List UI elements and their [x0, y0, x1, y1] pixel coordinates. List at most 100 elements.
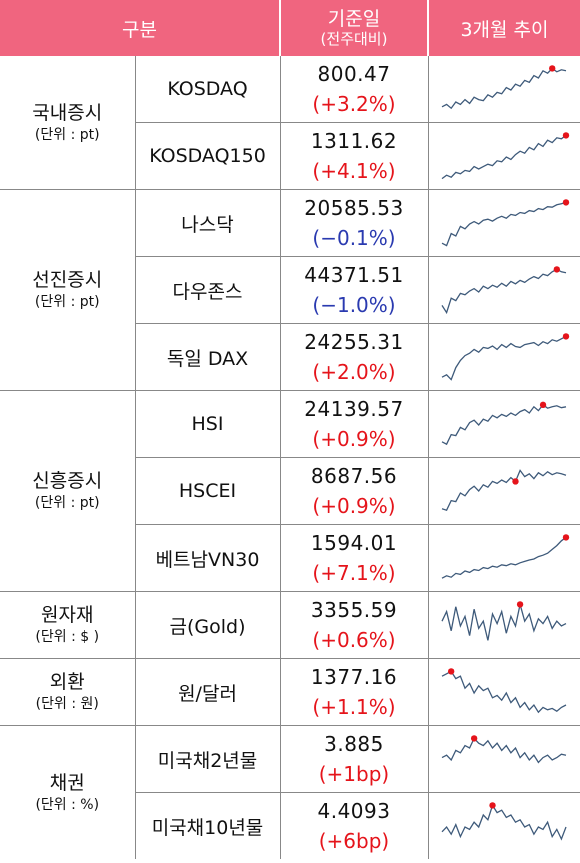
sparkline-high-marker [517, 601, 524, 608]
indicator-name: 다우존스 [134, 256, 281, 324]
sparkline-path [441, 670, 567, 714]
trend-cell [428, 390, 580, 458]
sparkline-chart [441, 735, 567, 764]
indicator-change: (+0.9%) [312, 427, 396, 451]
indicator-name: KOSDAQ150 [134, 122, 281, 190]
trend-cell [428, 189, 580, 257]
header-base-date: 기준일 (전주대비) [280, 0, 429, 56]
sparkline-chart [441, 266, 567, 315]
trend-cell [428, 793, 580, 860]
group-label-em: 신흥증시 (단위 : pt) [0, 390, 135, 592]
indicator-change: (+1.1%) [312, 695, 396, 719]
table-row: 미국채10년물 4.4093 (+6bp) [0, 792, 580, 860]
table-row: 선진증시 (단위 : pt) 나스닥 20585.53 (−0.1%) [0, 189, 580, 391]
indicator-value-cell: 3355.59 (+0.6%) [280, 591, 429, 659]
indicator-value-cell: 3.885 (+1bp) [280, 725, 429, 793]
sparkline-path [441, 604, 567, 641]
group-label-raw: 원자재 (단위 : $ ) [0, 591, 135, 659]
indicator-value: 20585.53 [304, 196, 404, 220]
indicator-name: 독일 DAX [134, 323, 281, 391]
sparkline-high-marker [553, 266, 561, 273]
sparkline-path [441, 536, 567, 579]
group-name: 채권 [49, 771, 85, 794]
trend-cell [428, 591, 580, 659]
table-row: 다우존스 44371.51 (−1.0%) [0, 256, 580, 324]
sparkline-path [441, 335, 567, 381]
trend-cell [428, 56, 580, 123]
group-name: 신흥증시 [32, 470, 103, 492]
indicator-value-cell: 24139.57 (+0.9%) [280, 390, 429, 458]
indicator-name: 금(Gold) [134, 591, 281, 659]
indicator-name: 미국채10년물 [134, 792, 281, 859]
trend-cell [428, 457, 580, 525]
trend-cell [428, 256, 580, 324]
sparkline-high-marker [512, 478, 519, 485]
indicator-value: 24139.57 [304, 397, 404, 421]
header-base-date-main: 기준일 [327, 8, 381, 30]
indicator-value: 3355.59 [310, 598, 398, 622]
indicator-value-cell: 800.47 (+3.2%) [280, 56, 429, 123]
header-category: 구분 [0, 0, 281, 56]
group-name: 국내증시 [32, 101, 103, 124]
indicator-value-cell: 1377.16 (+1.1%) [280, 658, 429, 726]
indicator-change: (−0.1%) [312, 226, 396, 250]
indicator-name: 원/달러 [134, 658, 281, 726]
indicator-value-cell: 24255.31 (+2.0%) [280, 323, 429, 391]
indicator-value: 1594.01 [310, 531, 398, 555]
indicator-value-cell: 20585.53 (−0.1%) [280, 189, 429, 257]
indicator-value: 3.885 [324, 732, 384, 756]
sparkline-path [441, 67, 567, 110]
group-unit: (단위 : $ ) [35, 629, 100, 645]
group-name: 외환 [49, 671, 85, 693]
group-unit: (단위 : pt) [34, 126, 100, 143]
group-unit: (단위 : %) [35, 796, 100, 813]
table-body: 국내증시 (단위 : pt) KOSDAQ 800.47 (+3.2%) KOSDAQ15… [0, 56, 580, 859]
sparkline-path [441, 737, 567, 764]
sparkline-chart [441, 534, 570, 579]
sparkline-path [441, 268, 567, 315]
sparkline-chart [441, 802, 567, 841]
indicator-name: HSI [134, 390, 281, 458]
header-trend: 3개월 추이 [428, 0, 580, 56]
trend-cell [428, 725, 580, 793]
sparkline-high-marker [563, 199, 570, 206]
indicator-name: 미국채2년물 [134, 725, 281, 793]
sparkline-chart [441, 668, 567, 714]
indicator-value: 800.47 [317, 62, 391, 86]
trend-cell [428, 323, 580, 391]
trend-cell [428, 524, 580, 592]
header-base-date-sub: (전주대비) [320, 30, 388, 48]
indicator-change: (+0.9%) [312, 494, 396, 518]
table-row: 신흥증시 (단위 : pt) HSI 24139.57 (+0.9%) [0, 390, 580, 592]
group-name: 선진증시 [32, 269, 103, 291]
sparkline-high-marker [549, 65, 556, 72]
indicator-change: (+3.2%) [312, 92, 396, 116]
sparkline-path [442, 469, 567, 511]
table-row: 외환 (단위 : 원) 원/달러 1377.16 (+1.1%) [0, 658, 580, 726]
indicator-value-cell: 44371.51 (−1.0%) [280, 256, 429, 324]
sparkline-path [441, 134, 567, 180]
indicator-change: (+1bp) [318, 762, 390, 786]
sparkline-chart [441, 199, 570, 247]
table-row: 원자재 (단위 : $ ) 금(Gold) 3355.59 (+0.6%) [0, 591, 580, 659]
sparkline-path [441, 803, 567, 841]
sparkline-path [441, 201, 567, 247]
indicator-value: 1311.62 [310, 129, 398, 153]
header-row: 구분 기준일 (전주대비) 3개월 추이 [0, 0, 580, 56]
indicator-value-cell: 1311.62 (+4.1%) [280, 122, 429, 190]
indicator-value: 24255.31 [304, 330, 404, 354]
sparkline-chart [441, 132, 570, 180]
sparkline-high-marker [563, 333, 570, 340]
indicator-value-cell: 1594.01 (+7.1%) [280, 524, 429, 592]
sparkline-chart [441, 65, 567, 110]
group-name: 원자재 [41, 604, 94, 626]
trend-cell [428, 658, 580, 726]
indicator-change: (+0.6%) [312, 628, 396, 652]
indicator-value-cell: 4.4093 (+6bp) [280, 792, 429, 859]
sparkline-chart [441, 401, 567, 446]
table-row: 독일 DAX 24255.31 (+2.0%) [0, 323, 580, 391]
group-unit: (단위 : pt) [34, 495, 100, 511]
table-row: 채권 (단위 : %) 미국채2년물 3.885 (+1bp) [0, 725, 580, 813]
sparkline-high-marker [471, 735, 478, 742]
